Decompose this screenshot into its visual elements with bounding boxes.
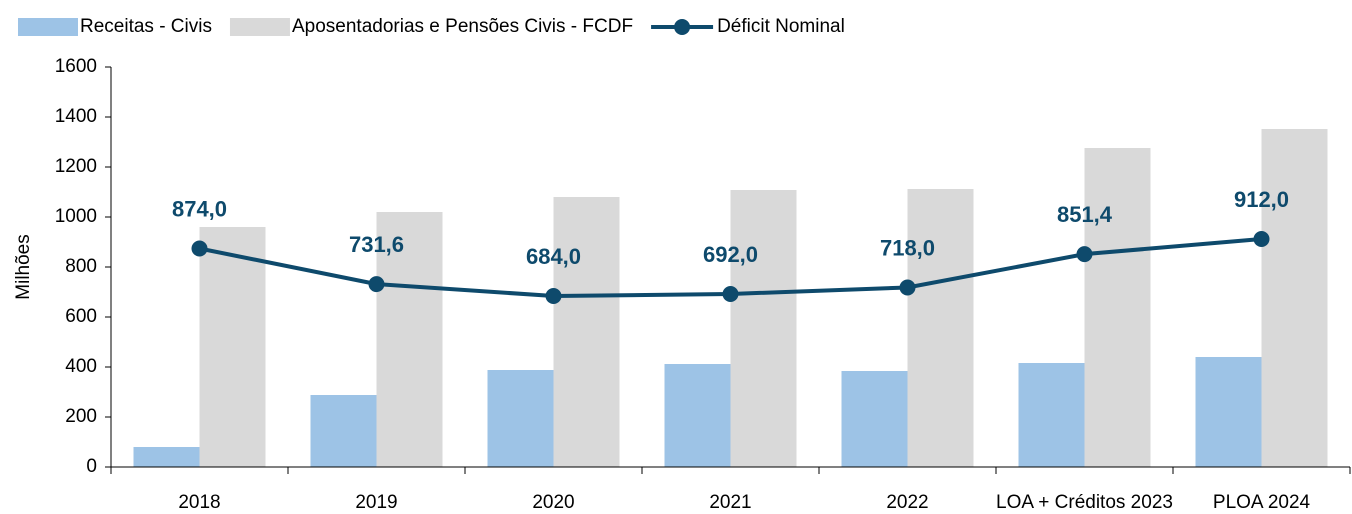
y-tick-label: 1200 [55, 156, 97, 177]
y-tick-label: 800 [65, 256, 97, 277]
x-tick-label: 2021 [709, 492, 751, 513]
bar [1261, 129, 1328, 467]
bar [841, 371, 908, 467]
line-marker [899, 279, 916, 296]
legend-swatch [18, 18, 78, 36]
bar [1084, 148, 1151, 467]
y-axis-label: Milhões [13, 234, 34, 299]
bar [487, 370, 554, 467]
legend-swatch [674, 19, 691, 35]
y-tick-label: 600 [65, 306, 97, 327]
data-label: 692,0 [703, 242, 758, 267]
data-label: 912,0 [1234, 187, 1289, 212]
y-tick-label: 1600 [55, 56, 97, 77]
bar [1195, 357, 1262, 467]
bar [553, 197, 620, 467]
bar [133, 447, 200, 467]
legend-swatch [229, 18, 290, 36]
bar [730, 190, 797, 467]
y-tick-label: 0 [86, 456, 97, 477]
bar [664, 364, 731, 467]
bar [907, 189, 974, 467]
bar [1018, 363, 1085, 467]
x-tick-label: 2022 [886, 492, 928, 513]
bar [199, 227, 266, 467]
y-tick-label: 1400 [55, 106, 97, 127]
legend-label: Déficit Nominal [717, 16, 845, 37]
line-marker [368, 276, 385, 293]
x-tick-label: LOA + Créditos 2023 [996, 492, 1173, 513]
legend-label: Aposentadorias e Pensões Civis - FCDF [292, 16, 633, 37]
x-tick-label: 2019 [355, 492, 397, 513]
y-tick-label: 400 [65, 356, 97, 377]
data-label: 851,4 [1057, 202, 1113, 227]
line-marker [545, 288, 562, 304]
line-marker [191, 240, 208, 257]
data-label: 874,0 [172, 196, 227, 221]
x-tick-label: 2020 [532, 492, 574, 513]
line-marker [722, 286, 739, 302]
data-label: 731,6 [349, 232, 404, 257]
data-label: 684,0 [526, 244, 581, 269]
x-tick-label: PLOA 2024 [1213, 492, 1311, 513]
y-tick-label: 200 [65, 406, 97, 427]
y-tick-label: 1000 [55, 206, 97, 227]
x-tick-label: 2018 [178, 492, 220, 513]
line-marker [1076, 246, 1093, 263]
data-label: 718,0 [880, 235, 935, 260]
legend-label: Receitas - Civis [80, 16, 212, 37]
line-marker [1253, 231, 1270, 247]
bar [376, 212, 443, 467]
bar [310, 395, 377, 467]
